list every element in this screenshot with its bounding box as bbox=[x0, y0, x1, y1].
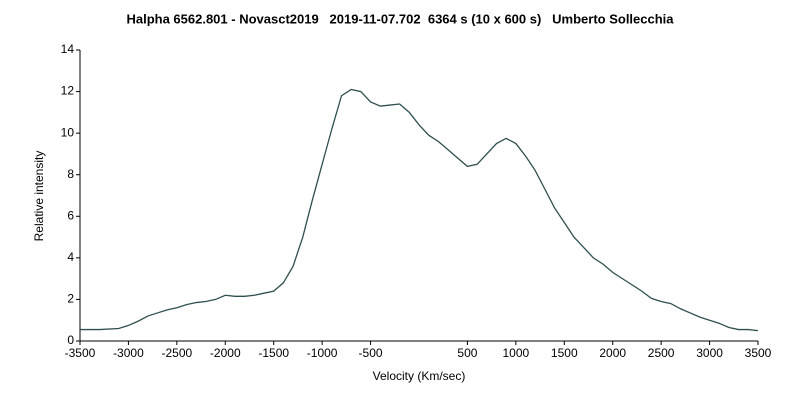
y-tick-label: 14 bbox=[61, 42, 75, 56]
x-tick-label: 1500 bbox=[551, 346, 578, 360]
x-tick-label: -3000 bbox=[113, 346, 144, 360]
x-tick-label: -2000 bbox=[210, 346, 241, 360]
chart-title: Halpha 6562.801 - Novasct2019 2019-11-07… bbox=[126, 11, 674, 26]
x-tick-label: 2000 bbox=[599, 346, 626, 360]
x-tick-label: -500 bbox=[359, 346, 383, 360]
x-axis-label: Velocity (Km/sec) bbox=[373, 369, 466, 383]
y-axis-label: Relative intensity bbox=[32, 151, 46, 242]
y-tick-label: 10 bbox=[61, 125, 75, 139]
y-tick-label: 0 bbox=[67, 333, 74, 347]
y-tick-label: 12 bbox=[61, 84, 75, 98]
x-tick-label: 3500 bbox=[745, 346, 772, 360]
x-tick-label: -1000 bbox=[307, 346, 338, 360]
x-tick-label: 3000 bbox=[696, 346, 723, 360]
y-tick-label: 2 bbox=[67, 292, 74, 306]
x-tick-label: 500 bbox=[457, 346, 477, 360]
x-tick-label: -3500 bbox=[65, 346, 96, 360]
x-tick-label: 2500 bbox=[648, 346, 675, 360]
x-tick-label: -2500 bbox=[162, 346, 193, 360]
y-tick-label: 4 bbox=[67, 250, 74, 264]
series-line bbox=[80, 88, 759, 332]
x-tick-label: 1000 bbox=[503, 346, 530, 360]
y-tick-label: 8 bbox=[67, 167, 74, 181]
y-tick-label: 6 bbox=[67, 208, 74, 222]
x-tick-label: -1500 bbox=[258, 346, 289, 360]
